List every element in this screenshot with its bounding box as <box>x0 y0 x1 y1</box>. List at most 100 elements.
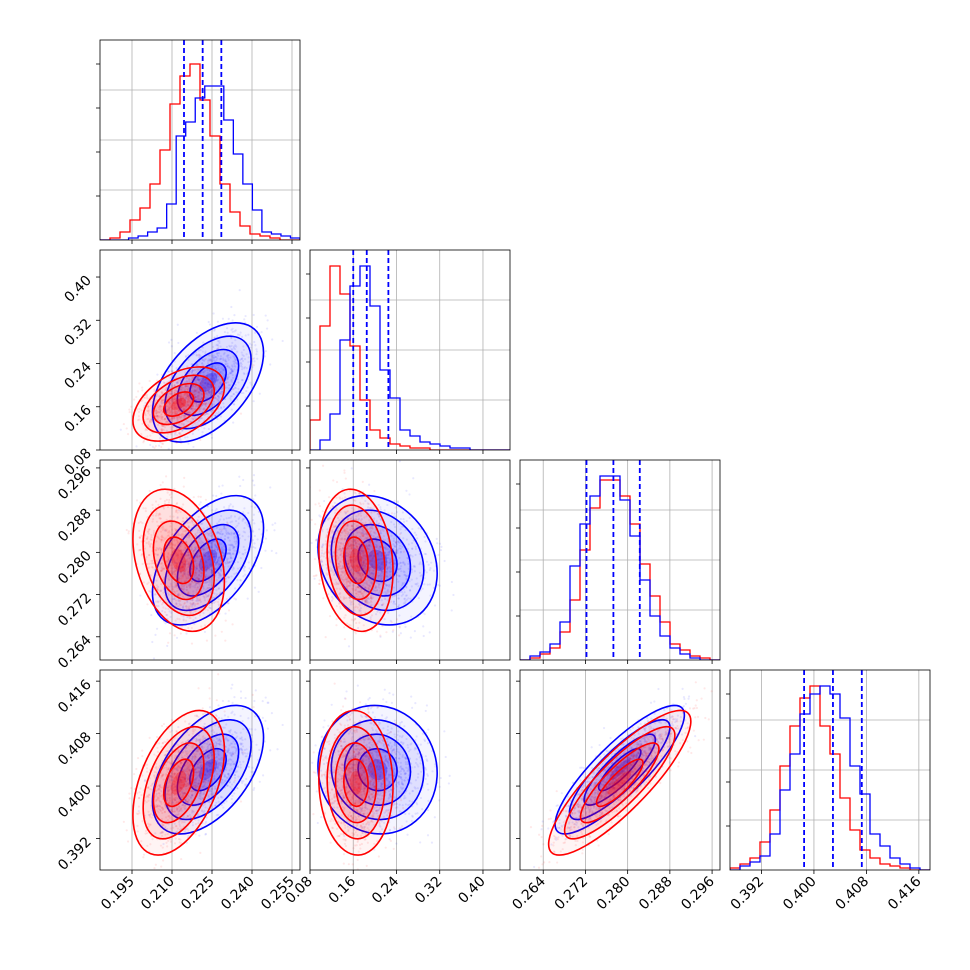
x-tick-label: 0.392 <box>728 874 768 914</box>
panel-frame <box>99 459 301 661</box>
contour-level <box>189 747 227 792</box>
y-tick-label: 0.400 <box>55 782 95 822</box>
contour-level <box>142 504 215 617</box>
panel-frame <box>729 669 931 871</box>
contours-red <box>547 709 692 856</box>
panel-2-2 <box>516 459 721 664</box>
x-tick-label: 0.272 <box>552 874 592 914</box>
contour-level <box>152 520 205 601</box>
contour-level <box>343 536 369 585</box>
contour-level <box>317 704 438 835</box>
x-tick-label: 0.416 <box>885 873 925 913</box>
x-tick-label: 0.408 <box>833 874 873 914</box>
panel-frame <box>519 669 721 871</box>
panel-2-1 <box>306 459 511 664</box>
panel-3-2 <box>516 669 721 874</box>
panel-frame <box>99 669 301 871</box>
histogram-blue <box>100 85 300 240</box>
histogram-blue <box>310 265 510 450</box>
contour-level <box>334 520 378 601</box>
contours-red <box>132 366 226 442</box>
contours-red <box>318 709 394 856</box>
panel-3-0 <box>96 669 301 874</box>
panel-0-0 <box>96 39 301 244</box>
histogram-red <box>100 63 300 240</box>
contour-level <box>162 758 195 808</box>
panel-1-1 <box>306 249 511 454</box>
contour-level <box>334 742 378 824</box>
x-tick-label: 0.280 <box>594 874 634 914</box>
contour-level <box>367 549 388 571</box>
x-tick-label: 0.296 <box>678 873 718 913</box>
scatter-red <box>122 673 255 870</box>
x-tick-label: 0.264 <box>509 873 549 913</box>
grid-2-0 <box>131 460 293 660</box>
histogram-blue <box>730 685 930 870</box>
x-tick-label: 0.225 <box>178 874 218 914</box>
panel-frame <box>99 39 301 241</box>
y-tick-label: 0.40 <box>61 273 94 306</box>
contour-level <box>547 709 692 856</box>
contour-level <box>142 374 215 434</box>
x-tick-label: 0.240 <box>218 874 258 914</box>
contour-level <box>189 538 227 583</box>
contour-level <box>563 725 676 840</box>
contours-blue <box>317 704 438 835</box>
panel-1-0 <box>96 249 301 454</box>
y-tick-label: 0.288 <box>55 506 95 546</box>
y-tick-label: 0.416 <box>55 677 95 717</box>
panel-3-1 <box>306 669 511 874</box>
contour-level <box>595 758 644 808</box>
contour-level <box>171 548 187 572</box>
contour-level <box>608 770 632 795</box>
y-tick-label: 0.280 <box>55 548 95 588</box>
contour-level <box>132 366 226 442</box>
contour-level <box>579 742 660 824</box>
histogram-blue <box>520 475 720 660</box>
contour-level <box>151 322 265 443</box>
x-tick-label: 0.40 <box>455 874 488 907</box>
contour-level <box>318 709 394 856</box>
y-tick-label: 0.32 <box>61 316 94 349</box>
x-tick-label: 0.24 <box>369 873 402 906</box>
panel-frame <box>99 249 301 451</box>
contour-level <box>349 548 362 572</box>
x-tick-label: 0.400 <box>780 874 820 914</box>
contour-level <box>162 536 195 585</box>
contours-red <box>132 488 226 633</box>
y-tick-label: 0.264 <box>55 632 95 672</box>
y-tick-label: 0.272 <box>55 590 95 630</box>
histogram-red <box>730 685 930 870</box>
contour-level <box>349 770 362 795</box>
contour-level <box>343 523 412 597</box>
x-tick-label: 0.288 <box>636 874 676 914</box>
panel-frame <box>309 249 511 451</box>
contour-level <box>171 770 187 795</box>
contour-level <box>132 488 226 633</box>
panel-frame <box>309 669 511 871</box>
contour-level <box>162 391 195 417</box>
contour-level <box>198 372 218 393</box>
x-tick-label: 0.195 <box>98 874 138 914</box>
grid-0-0 <box>100 40 300 240</box>
contour-level <box>142 725 215 840</box>
contour-level <box>171 397 187 411</box>
contours-red <box>132 709 226 856</box>
panel-frame <box>519 459 721 661</box>
panel-frame <box>309 459 511 661</box>
histogram-red <box>520 479 720 660</box>
grid-3-2 <box>542 670 713 870</box>
contour-level <box>151 494 265 626</box>
panel-3-3 <box>726 669 931 874</box>
x-tick-label: 0.32 <box>412 874 445 907</box>
contour-level <box>343 733 412 806</box>
histogram-red <box>310 265 510 450</box>
panel-2-0 <box>96 459 301 664</box>
contour-level <box>132 709 226 856</box>
contours-red <box>318 488 394 633</box>
y-tick-label: 0.16 <box>61 402 94 435</box>
contour-level <box>326 504 386 617</box>
grid-3-3 <box>730 670 930 870</box>
y-tick-label: 0.408 <box>55 729 95 769</box>
